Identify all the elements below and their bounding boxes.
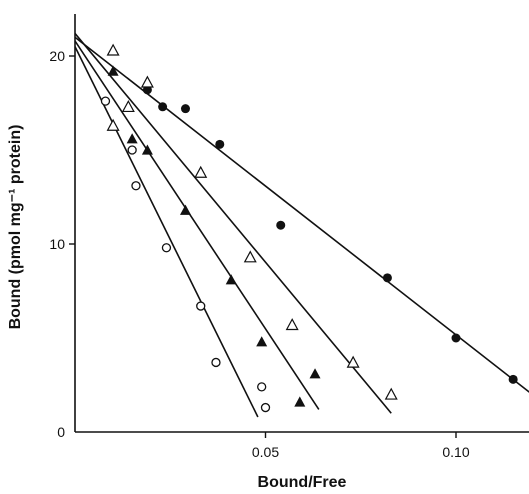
data-point-filled-circle <box>158 102 168 112</box>
data-point-filled-circle <box>215 139 225 149</box>
data-points <box>100 43 518 413</box>
data-point-filled-circle <box>276 220 286 230</box>
fit-line-open-circle <box>74 46 259 418</box>
data-point-filled-triangle <box>141 144 153 155</box>
data-point-open-triangle <box>194 165 208 178</box>
y-tick-label: 10 <box>49 236 65 252</box>
axes <box>74 14 529 433</box>
data-point-open-triangle <box>106 118 120 131</box>
data-point-open-triangle <box>106 43 120 56</box>
fit-line-open-triangle <box>74 32 392 414</box>
data-point-open-triangle <box>121 99 135 113</box>
x-tick-label: 0.05 <box>252 444 279 460</box>
data-point-filled-triangle <box>179 204 191 215</box>
data-point-open-triangle <box>346 355 360 368</box>
data-point-filled-triangle <box>225 274 237 285</box>
data-point-open-circle <box>161 243 172 253</box>
data-point-filled-circle <box>451 333 461 343</box>
y-tick-label: 20 <box>49 48 65 64</box>
data-point-filled-triangle <box>294 396 306 407</box>
data-point-filled-triangle <box>256 336 268 347</box>
data-point-open-circle <box>100 96 111 106</box>
y-tick-label: 0 <box>57 424 65 440</box>
data-point-open-circle <box>127 145 137 155</box>
data-point-open-circle <box>131 181 141 191</box>
data-point-open-circle <box>257 382 267 392</box>
data-point-open-circle <box>260 402 271 413</box>
data-point-filled-triangle <box>126 133 138 144</box>
data-point-filled-circle <box>508 374 518 384</box>
x-axis-title: Bound/Free <box>258 474 347 491</box>
data-point-open-circle <box>211 357 221 368</box>
data-point-open-triangle <box>285 318 299 331</box>
fit-line-filled-triangle <box>74 40 320 410</box>
y-axis-title: Bound (pmol mg⁻¹ protein) <box>7 125 24 330</box>
data-point-open-triangle <box>243 250 257 263</box>
data-point-filled-circle <box>180 104 190 114</box>
data-point-open-triangle <box>384 387 398 400</box>
data-point-open-triangle <box>140 75 154 88</box>
tick-marks: 0 10 20 0.05 0.10 <box>49 48 469 460</box>
data-point-filled-triangle <box>107 65 119 76</box>
data-point-filled-triangle <box>309 368 321 379</box>
x-tick-label: 0.10 <box>442 444 469 460</box>
data-point-filled-circle <box>382 273 392 283</box>
data-point-open-circle <box>196 301 206 311</box>
